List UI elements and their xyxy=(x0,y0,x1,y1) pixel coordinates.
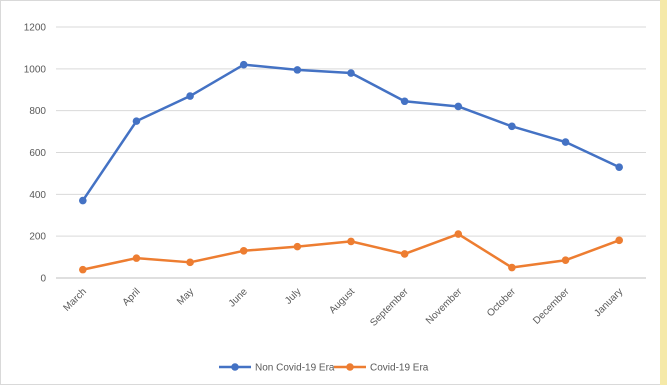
data-point xyxy=(561,256,570,265)
data-point xyxy=(561,138,570,146)
data-point xyxy=(400,250,409,258)
y-tick-label: 400 xyxy=(29,190,46,201)
y-tick-label: 1200 xyxy=(24,23,47,34)
series-line xyxy=(81,63,620,202)
data-point xyxy=(239,247,248,255)
x-tick-label: October xyxy=(485,286,518,319)
x-tick-label: April xyxy=(121,286,143,308)
x-tick-label: July xyxy=(283,286,303,306)
y-tick-label: 200 xyxy=(29,232,46,243)
x-tick-label: August xyxy=(327,286,357,316)
gridlines xyxy=(56,26,646,279)
data-point xyxy=(508,122,516,131)
data-point xyxy=(132,254,141,262)
x-tick-label: November xyxy=(424,286,465,327)
data-point xyxy=(79,265,87,274)
y-axis-ticks: 0 200 400 600 800 1000 1200 xyxy=(24,23,47,285)
edge-strip xyxy=(660,0,667,385)
x-tick-label: December xyxy=(531,286,572,327)
y-tick-label: 1000 xyxy=(24,64,47,75)
data-point xyxy=(186,92,194,100)
x-tick-label: June xyxy=(227,286,250,309)
y-tick-label: 800 xyxy=(29,106,46,117)
legend-label: Non Covid-19 Era xyxy=(255,363,335,374)
data-point xyxy=(239,60,248,69)
data-point xyxy=(79,196,87,205)
x-tick-label: January xyxy=(592,286,625,319)
data-point xyxy=(132,117,141,125)
x-axis-ticks: March April May June July August September Nove… xyxy=(62,286,626,329)
data-point xyxy=(293,66,302,74)
y-tick-label: 600 xyxy=(29,148,46,159)
data-point xyxy=(400,97,409,106)
x-tick-label: May xyxy=(175,286,196,307)
data-point xyxy=(186,258,194,267)
legend: Non Covid-19 Era Covid-19 Era xyxy=(219,363,429,374)
data-point xyxy=(347,69,355,77)
y-tick-label: 0 xyxy=(40,274,46,285)
data-point xyxy=(454,230,463,238)
data-point xyxy=(347,237,355,246)
x-tick-label: September xyxy=(368,286,411,329)
data-point xyxy=(508,263,516,272)
legend-marker xyxy=(346,363,354,371)
legend-marker xyxy=(231,363,239,371)
series-group xyxy=(79,60,623,274)
data-point xyxy=(615,236,623,245)
data-point xyxy=(615,163,623,171)
data-point xyxy=(454,102,463,111)
data-point xyxy=(293,242,302,251)
legend-label: Covid-19 Era xyxy=(370,363,429,374)
x-tick-label: March xyxy=(62,286,89,313)
